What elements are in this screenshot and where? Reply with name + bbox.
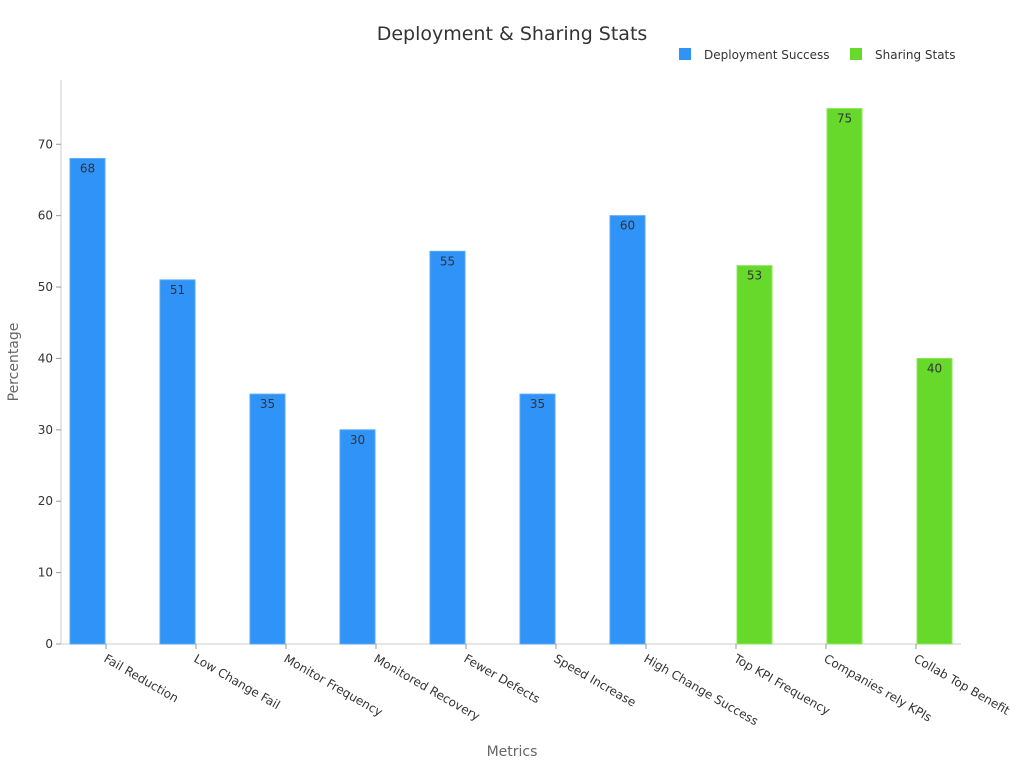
bar-value-label: 68 (80, 162, 95, 176)
y-tick-label: 0 (45, 637, 53, 651)
bar (159, 279, 196, 645)
x-tick-label: Fewer Defects (462, 651, 543, 706)
bar (519, 393, 556, 645)
bar-value-label: 60 (620, 219, 635, 233)
y-tick-label: 10 (38, 566, 53, 580)
bars: 68 51 35 30 55 35 60 53 75 40 (69, 108, 953, 645)
legend-swatch (679, 48, 691, 60)
legend-label: Sharing Stats (875, 48, 956, 62)
bar (339, 429, 376, 645)
bar-value-label: 35 (260, 397, 275, 411)
bar-value-label: 30 (350, 433, 365, 447)
y-tick-label: 60 (38, 209, 53, 223)
y-axis-title: Percentage (6, 323, 22, 402)
y-axis-ticks: 0 10 20 30 40 50 60 70 (38, 137, 61, 651)
bar (429, 250, 466, 645)
bar (249, 393, 286, 645)
x-tick-label: Low Change Fail (192, 651, 283, 712)
x-axis-title: Metrics (487, 744, 538, 760)
legend-label: Deployment Success (704, 48, 830, 62)
bar (826, 108, 863, 645)
bar (736, 265, 773, 645)
bar-value-label: 53 (747, 269, 762, 283)
x-tick-label: Speed Increase (552, 651, 639, 709)
y-tick-label: 70 (38, 137, 53, 151)
bar-value-label: 55 (440, 254, 455, 268)
legend: Deployment Success Sharing Stats (679, 48, 956, 62)
x-tick-label: Monitor Frequency (282, 651, 385, 719)
y-tick-label: 30 (38, 423, 53, 437)
bar-value-label: 51 (170, 283, 185, 297)
chart-title: Deployment & Sharing Stats (377, 23, 648, 45)
bar (609, 215, 646, 645)
legend-swatch (850, 48, 862, 60)
y-tick-label: 20 (38, 494, 53, 508)
bar-value-label: 75 (837, 112, 852, 126)
x-tick-label: Fail Reduction (102, 651, 181, 705)
y-tick-label: 50 (38, 280, 53, 294)
y-tick-label: 40 (38, 351, 53, 365)
bar (69, 158, 106, 645)
bar-value-label: 40 (927, 361, 942, 375)
bar-value-label: 35 (530, 397, 545, 411)
bar (916, 357, 953, 645)
